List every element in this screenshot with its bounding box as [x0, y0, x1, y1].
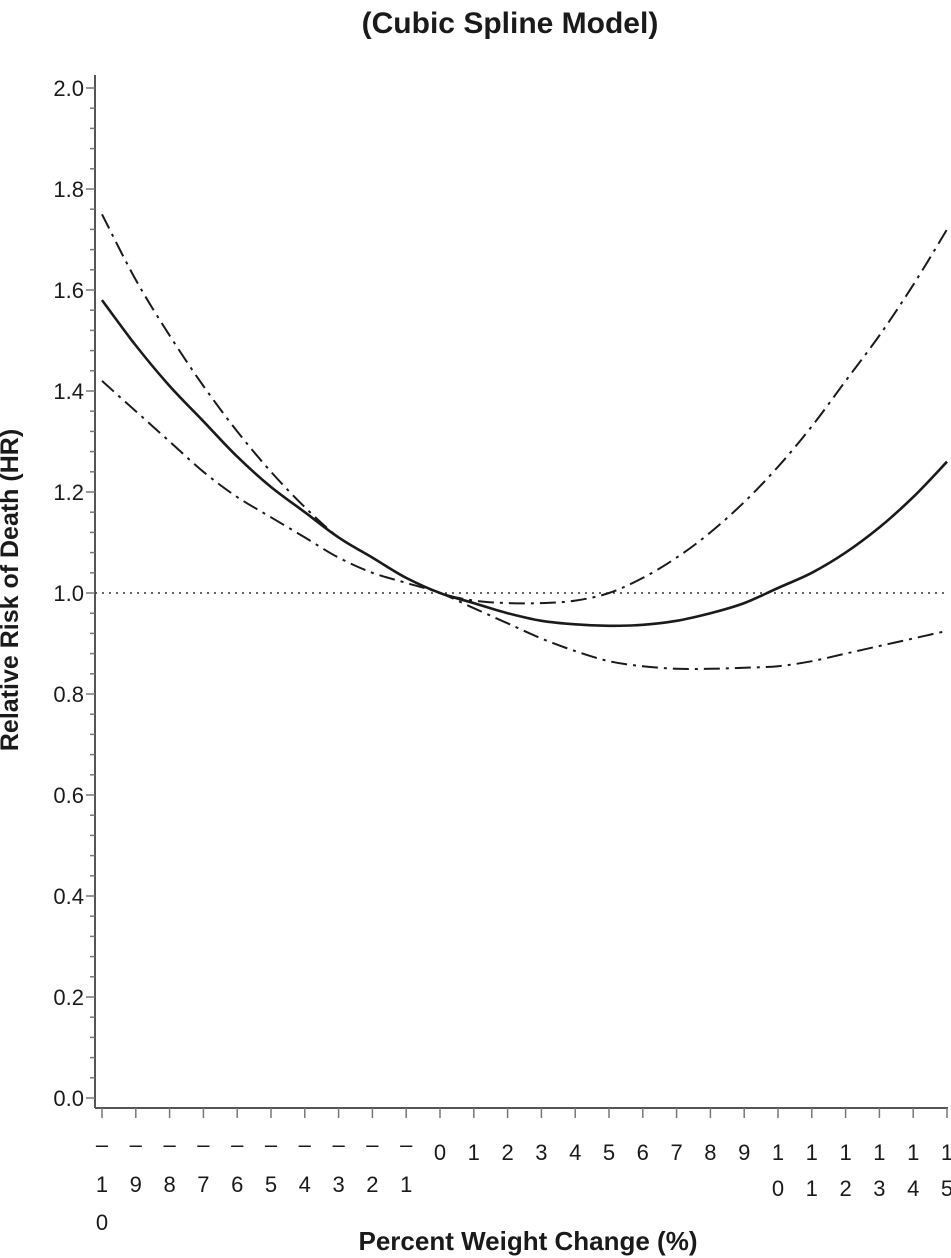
- x-tick-label: –: [231, 1132, 244, 1157]
- y-tick-label: 2.0: [53, 76, 84, 101]
- x-tick-label: 4: [569, 1140, 581, 1165]
- x-tick-label: 0: [96, 1210, 108, 1235]
- chart-title: (Cubic Spline Model): [362, 7, 659, 40]
- x-tick-label: 7: [197, 1172, 209, 1197]
- y-axis-label: Relative Risk of Death (HR): [0, 429, 24, 751]
- x-tick-label: –: [96, 1132, 109, 1157]
- x-tick-label: 3: [535, 1140, 547, 1165]
- x-tick-label: 5: [265, 1172, 277, 1197]
- x-tick-label: –: [299, 1132, 312, 1157]
- y-tick-label: 0.2: [53, 985, 84, 1010]
- x-tick-label: 1: [941, 1140, 951, 1165]
- x-tick-label: –: [130, 1132, 143, 1157]
- x-tick-label: 3: [873, 1176, 885, 1201]
- x-tick-label: 9: [130, 1172, 142, 1197]
- y-tick-label: 0.8: [53, 682, 84, 707]
- series-group: [100, 213, 948, 671]
- y-ticks: 0.0 0.2 0.4 0.6 0.8 1.0 1.2 1.4 1.6 1.8 2.0: [53, 76, 95, 1111]
- x-tick-label: –: [265, 1132, 278, 1157]
- y-tick-label: 1.0: [53, 581, 84, 606]
- x-tick-label: –: [197, 1132, 210, 1157]
- x-tick-label: 1: [96, 1172, 108, 1197]
- y-tick-label: 1.8: [53, 177, 84, 202]
- x-tick-label: 6: [231, 1172, 243, 1197]
- x-tick-label: 9: [738, 1140, 750, 1165]
- x-ticks: –10–9–8–7–6–5–4–3–2–10 1 2 3 4 5 6 7 8 9 101112131…: [96, 1108, 951, 1235]
- x-tick-label: 6: [637, 1140, 649, 1165]
- y-tick-label: 1.2: [53, 480, 84, 505]
- x-tick-label: 5: [603, 1140, 615, 1165]
- x-axis-label: Percent Weight Change (%): [358, 1226, 697, 1256]
- x-tick-label: 5: [941, 1176, 951, 1201]
- x-tick-label: 1: [772, 1140, 784, 1165]
- x-tick-label: –: [332, 1132, 345, 1157]
- y-tick-label: 0.4: [53, 884, 84, 909]
- x-tick-label: –: [400, 1132, 413, 1157]
- series-line-lower: [101, 380, 948, 671]
- x-tick-label: –: [366, 1132, 379, 1157]
- y-tick-label: 0.6: [53, 783, 84, 808]
- x-tick-label: 4: [907, 1176, 919, 1201]
- x-tick-label: 1: [873, 1140, 885, 1165]
- x-tick-label: 1: [806, 1140, 818, 1165]
- x-tick-label: 1: [806, 1176, 818, 1201]
- y-tick-label: 0.0: [53, 1086, 84, 1111]
- x-tick-label: 3: [332, 1172, 344, 1197]
- x-tick-label: –: [163, 1132, 176, 1157]
- x-tick-label: 1: [400, 1172, 412, 1197]
- x-tick-label: 8: [163, 1172, 175, 1197]
- x-tick-label: 2: [839, 1176, 851, 1201]
- x-tick-label: 0: [772, 1176, 784, 1201]
- series-line-estimate: [100, 299, 948, 628]
- x-tick-label: 1: [839, 1140, 851, 1165]
- y-tick-label: 1.4: [53, 379, 84, 404]
- x-tick-label: 2: [366, 1172, 378, 1197]
- x-tick-label: 2: [501, 1140, 513, 1165]
- series-line-upper: [101, 213, 948, 605]
- x-tick-label: 8: [704, 1140, 716, 1165]
- x-tick-label: 4: [299, 1172, 311, 1197]
- x-tick-label: 1: [907, 1140, 919, 1165]
- x-tick-label: 7: [670, 1140, 682, 1165]
- y-tick-label: 1.6: [53, 278, 84, 303]
- x-tick-label: 0: [434, 1140, 446, 1165]
- x-tick-label: 1: [468, 1140, 480, 1165]
